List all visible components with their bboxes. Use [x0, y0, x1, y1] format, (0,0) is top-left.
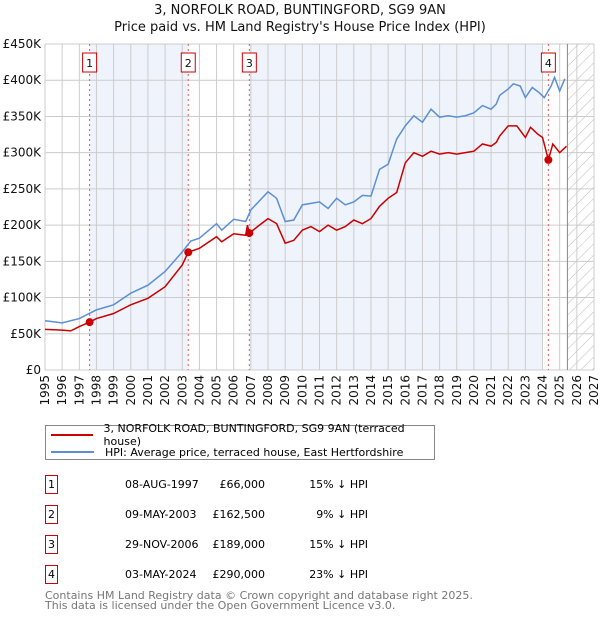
- y-tick-label: £350K: [3, 109, 43, 123]
- y-tick-label: £200K: [3, 218, 43, 232]
- sale-marker-label: 2: [185, 57, 192, 70]
- x-tick-label: 2012: [330, 375, 344, 406]
- x-tick-label: 2013: [347, 375, 361, 406]
- x-tick-label: 2020: [467, 375, 481, 406]
- x-tick-label: 2017: [415, 375, 429, 406]
- legend-swatch-red: [51, 434, 93, 436]
- y-tick-label: £50K: [10, 327, 42, 341]
- chart-subtitle: Price paid vs. HM Land Registry's House …: [114, 20, 486, 35]
- x-tick-label: 2015: [381, 375, 395, 406]
- sale-date: 09-MAY-2003: [125, 508, 197, 521]
- x-tick-label: 1995: [38, 375, 52, 406]
- sale-marker-label: 4: [545, 57, 552, 70]
- sale-marker-box: [180, 52, 196, 73]
- y-tick-label: £100K: [3, 291, 43, 305]
- sale-number: 3: [45, 535, 58, 554]
- sale-point: [85, 318, 94, 327]
- sale-marker-label: 1: [86, 57, 93, 70]
- legend-item-hpi: HPI: Average price, terraced house, East…: [51, 444, 403, 460]
- legend-label: 3, NORFOLK ROAD, BUNTINGFORD, SG9 9AN (t…: [103, 422, 405, 448]
- legend: 3, NORFOLK ROAD, BUNTINGFORD, SG9 9AN (t…: [45, 422, 435, 460]
- sale-marker-box: [241, 52, 257, 73]
- x-tick-label: 2005: [210, 375, 224, 406]
- sale-price: £66,000: [219, 478, 266, 491]
- footer-licence: This data is licensed under the Open Gov…: [45, 599, 396, 612]
- sale-date: 29-NOV-2006: [125, 538, 199, 551]
- x-tick-label: 2019: [450, 375, 464, 406]
- sale-number: 2: [45, 505, 58, 524]
- sale-number: 4: [45, 565, 58, 584]
- x-tick-label: 2002: [158, 375, 172, 406]
- table-row: 2 09-MAY-2003 £162,500 9% ↓ HPI: [45, 505, 445, 527]
- sale-hpi-diff: 15% ↓ HPI: [309, 478, 368, 491]
- x-tick-label: 2023: [518, 375, 532, 406]
- x-tick-label: 2022: [501, 375, 515, 406]
- sale-date: 03-MAY-2024: [125, 568, 197, 581]
- x-tick-label: 1996: [55, 375, 69, 406]
- x-tick-label: 2003: [175, 375, 189, 406]
- price-chart: 1995 1996 1997 1998 1999 2000 2001 2002 2003 2004…: [3, 37, 600, 406]
- sale-number: 1: [45, 475, 58, 494]
- sale-price: £189,000: [212, 538, 266, 551]
- sale-point: [245, 229, 254, 238]
- x-tick-label: 2016: [398, 375, 412, 406]
- x-tick-label: 2018: [433, 375, 447, 406]
- sale-hpi-diff: 23% ↓ HPI: [309, 568, 368, 581]
- legend-swatch-blue: [51, 451, 94, 453]
- y-tick-label: £300K: [3, 146, 43, 160]
- sale-hpi-diff: 9% ↓ HPI: [316, 508, 368, 521]
- sale-marker-box: [82, 52, 98, 73]
- footer-copyright: Contains HM Land Registry data © Crown c…: [45, 589, 473, 602]
- x-tick-label: 2007: [244, 375, 258, 406]
- x-tick-label: 2004: [192, 375, 206, 406]
- legend-item-property: 3, NORFOLK ROAD, BUNTINGFORD, SG9 9AN (t…: [51, 422, 434, 448]
- sale-marker-label: 3: [246, 57, 253, 70]
- sale-point: [544, 155, 553, 164]
- x-tick-label: 2027: [587, 375, 600, 406]
- shaded-range: [89, 44, 189, 370]
- shaded-range: [249, 44, 543, 370]
- table-row: 3 29-NOV-2006 £189,000 15% ↓ HPI: [45, 535, 445, 557]
- x-tick-label: 1997: [72, 375, 86, 406]
- table-row: 4 03-MAY-2024 £290,000 23% ↓ HPI: [45, 565, 445, 587]
- x-tick-label: 2006: [227, 375, 241, 406]
- x-tick-label: 2008: [261, 375, 275, 406]
- chart-title: 3, NORFOLK ROAD, BUNTINGFORD, SG9 9AN: [154, 3, 446, 18]
- hpi-line: [44, 75, 566, 324]
- x-tick-label: 1998: [89, 375, 103, 406]
- y-tick-label: £150K: [3, 254, 43, 268]
- table-row: 1 08-AUG-1997 £66,000 15% ↓ HPI: [45, 475, 445, 497]
- x-tick-label: 2014: [364, 375, 378, 406]
- sale-price: £290,000: [212, 568, 266, 581]
- y-tick-label: £450K: [3, 37, 43, 51]
- x-tick-label: 2021: [484, 375, 498, 406]
- x-tick-label: 2024: [536, 375, 550, 406]
- x-tick-label: 2011: [313, 375, 327, 406]
- price-paid-line: [44, 125, 568, 332]
- x-tick-label: 2001: [141, 375, 155, 406]
- sale-marker-box: [540, 52, 556, 73]
- forecast-hatch: [567, 44, 594, 370]
- y-tick-label: £0: [26, 363, 41, 377]
- x-tick-label: 2009: [278, 375, 292, 406]
- x-tick-label: 2010: [295, 375, 309, 406]
- x-tick-label: 2000: [124, 375, 138, 406]
- sale-point: [184, 248, 193, 257]
- legend-label: HPI: Average price, terraced house, East…: [105, 445, 404, 459]
- x-tick-label: 2026: [570, 375, 584, 406]
- x-tick-label: 2025: [553, 375, 567, 406]
- y-tick-label: £250K: [3, 182, 43, 196]
- sale-price: £162,500: [212, 508, 266, 521]
- sale-hpi-diff: 15% ↓ HPI: [309, 538, 368, 551]
- sale-date: 08-AUG-1997: [125, 478, 199, 491]
- y-tick-label: £400K: [3, 73, 43, 87]
- x-tick-label: 1999: [107, 375, 121, 406]
